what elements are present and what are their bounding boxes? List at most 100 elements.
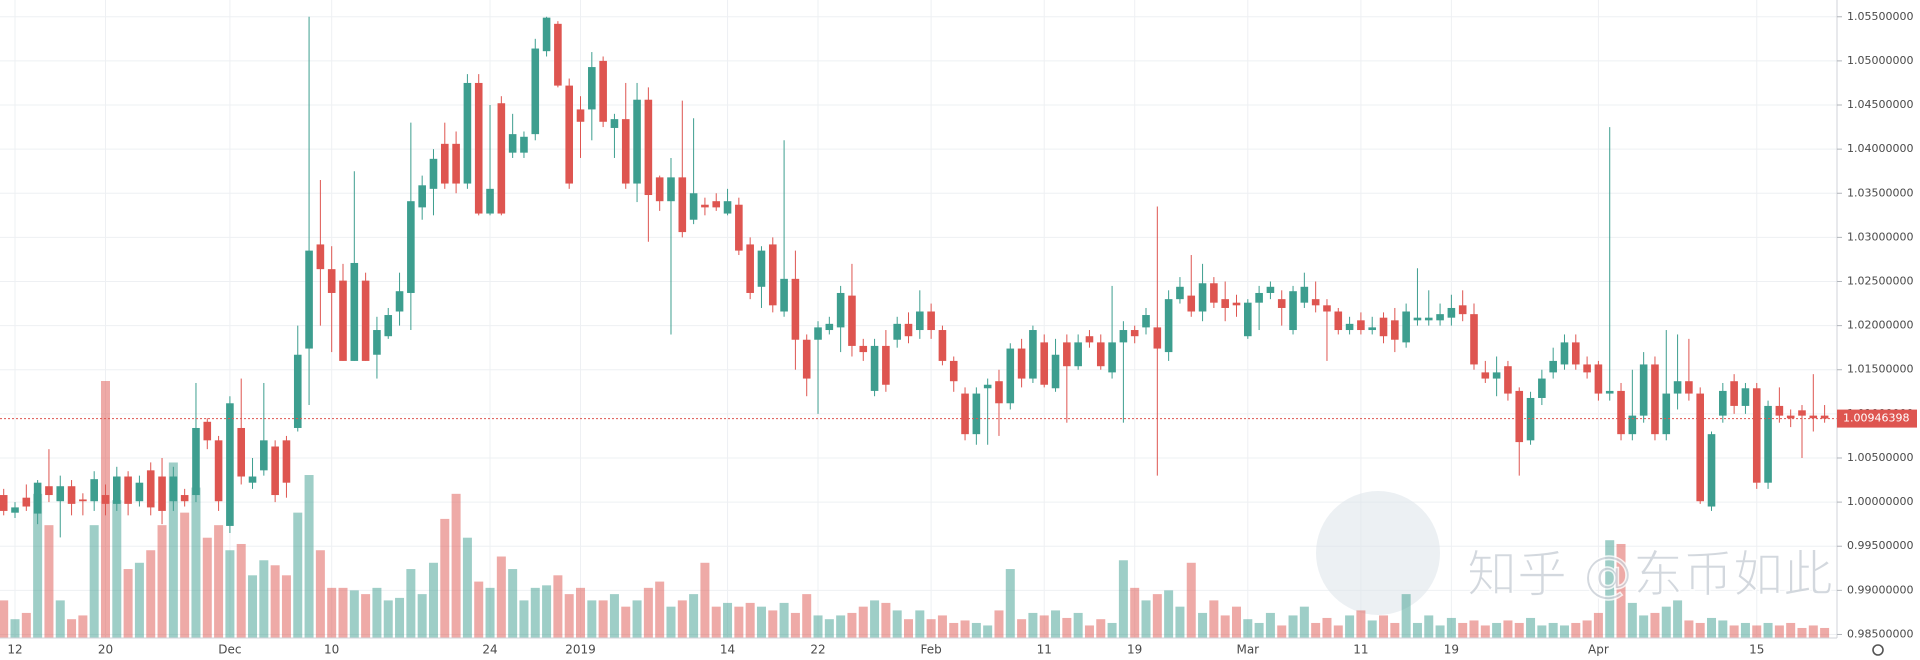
- candle-body: [407, 201, 415, 293]
- volume-bar: [157, 525, 167, 638]
- candle-body: [735, 204, 743, 251]
- x-tick-label: 11: [1353, 643, 1368, 657]
- candle-body: [938, 330, 947, 361]
- volume-bar: [1390, 622, 1400, 638]
- candle-body: [712, 201, 721, 208]
- volume-bar: [180, 512, 190, 638]
- candle-body: [1334, 311, 1343, 331]
- candle-body: [1798, 410, 1806, 416]
- volume-bar: [1503, 620, 1513, 638]
- volume-bar: [1526, 617, 1536, 638]
- volume-bar: [214, 525, 224, 638]
- candle-body: [972, 393, 981, 435]
- candle-body: [1492, 372, 1501, 379]
- y-tick-label: 1.04000000: [1847, 142, 1913, 155]
- candle-body: [802, 339, 811, 379]
- candle-body: [916, 311, 924, 331]
- candle-body: [1379, 317, 1388, 337]
- volume-bar: [191, 487, 201, 638]
- watermark: 知乎 @东币如此: [1467, 546, 1833, 604]
- candle-body: [1820, 415, 1829, 419]
- candle-body: [486, 188, 494, 214]
- volume-bar: [689, 594, 699, 638]
- candle-body: [678, 177, 687, 233]
- volume-bar: [248, 575, 258, 638]
- volume-bar: [508, 569, 518, 638]
- volume-bar: [892, 610, 902, 638]
- candle-body: [373, 330, 381, 355]
- candle-body: [542, 17, 551, 52]
- volume-bar: [949, 622, 959, 638]
- candle-body: [859, 345, 868, 353]
- volume-bar: [1684, 620, 1694, 638]
- candle-body: [1040, 342, 1049, 385]
- candle-body: [1130, 330, 1139, 337]
- candle-body: [339, 280, 347, 361]
- candle-body: [1741, 388, 1750, 406]
- volume-bar: [1492, 622, 1502, 638]
- candle-body: [1232, 302, 1241, 306]
- volume-bar: [10, 619, 20, 638]
- volume-bar: [1141, 600, 1151, 638]
- settings-gear[interactable]: [1872, 644, 1884, 656]
- volume-bar: [1051, 610, 1061, 638]
- candle-body: [316, 244, 325, 270]
- candle-body: [554, 23, 562, 86]
- volume-bar: [632, 600, 642, 638]
- volume-bar: [937, 615, 947, 638]
- volume-bar: [1639, 615, 1649, 638]
- candle-body: [1775, 405, 1784, 416]
- candle-body: [1673, 381, 1682, 394]
- candle-body: [113, 476, 121, 504]
- volume-bar: [1265, 612, 1275, 638]
- candle-body: [531, 48, 540, 135]
- candle-body: [180, 495, 189, 502]
- candle-body: [384, 315, 393, 337]
- candle-body: [1255, 292, 1263, 303]
- volume-bar: [621, 606, 631, 638]
- volume-bar: [971, 622, 981, 638]
- volume-bar: [1277, 625, 1287, 638]
- candle-body: [1696, 393, 1704, 502]
- volume-bar: [1469, 620, 1479, 638]
- y-tick-label: 1.05500000: [1847, 10, 1913, 23]
- volume-bar: [1073, 612, 1083, 638]
- candle-body: [158, 476, 166, 511]
- candle-body: [1730, 381, 1738, 406]
- volume-bar: [847, 612, 857, 638]
- candle-body: [248, 476, 257, 483]
- volume-bar: [1345, 615, 1355, 638]
- volume-bar: [406, 569, 416, 638]
- candle-body: [1402, 311, 1410, 343]
- candle-body: [1447, 307, 1456, 318]
- volume-bar: [440, 518, 450, 638]
- volume-bar: [745, 602, 755, 638]
- y-tick-label: 1.00000000: [1847, 495, 1913, 508]
- volume-bar: [1435, 625, 1445, 638]
- volume-bar: [711, 606, 721, 638]
- candle-body: [282, 440, 291, 483]
- candle-body: [463, 82, 472, 184]
- volume-layer: [0, 381, 1830, 638]
- volume-bar: [1548, 622, 1558, 638]
- volume-bar: [270, 565, 280, 638]
- volume-bar: [734, 606, 744, 638]
- x-tick-label: Dec: [218, 643, 241, 657]
- x-tick-label: 11: [1037, 643, 1052, 657]
- volume-bar: [293, 512, 303, 638]
- volume-bar: [372, 587, 382, 638]
- candle-body: [1617, 390, 1625, 435]
- volume-bar: [1096, 619, 1106, 638]
- volume-bar: [55, 600, 65, 638]
- candle-body: [1752, 388, 1761, 483]
- settings-icon[interactable]: [1872, 644, 1884, 656]
- volume-bar: [1752, 625, 1762, 638]
- volume-bar: [428, 562, 438, 638]
- volume-bar: [700, 562, 710, 638]
- candle-body: [1289, 291, 1297, 331]
- volume-bar: [836, 615, 846, 638]
- volume-bar: [134, 562, 144, 638]
- y-tick-label: 1.03500000: [1847, 186, 1913, 199]
- candle-body: [927, 311, 935, 331]
